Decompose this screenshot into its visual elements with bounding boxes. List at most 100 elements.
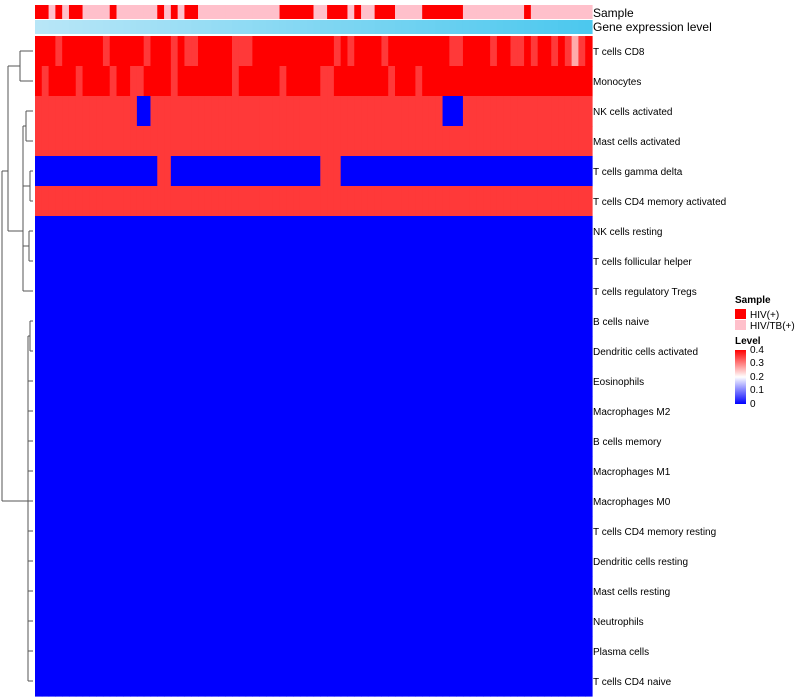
heatmap-cell	[279, 396, 287, 427]
heatmap-cell	[428, 126, 437, 157]
heatmap-cell	[143, 546, 152, 577]
heatmap-cell	[96, 36, 104, 67]
heatmap-cell	[62, 36, 70, 67]
heatmap-cell	[354, 546, 362, 577]
gene-expression-track-cell	[340, 20, 349, 34]
heatmap-cell	[150, 606, 158, 637]
heatmap-cell	[55, 486, 63, 517]
heatmap-cell	[422, 246, 430, 277]
heatmap-cell	[415, 96, 423, 127]
heatmap-cell	[408, 96, 416, 127]
sample-track-cell	[204, 5, 213, 19]
heatmap-cell	[551, 396, 559, 427]
heatmap-cell	[483, 276, 491, 307]
heatmap-cell	[184, 456, 192, 487]
heatmap-cell	[170, 576, 179, 607]
heatmap-cell	[191, 606, 199, 637]
heatmap-cell	[415, 276, 423, 307]
heatmap-cell	[218, 636, 226, 667]
heatmap-cell	[537, 156, 546, 187]
heatmap-cell	[354, 36, 362, 67]
heatmap-cell	[136, 126, 145, 157]
heatmap-cell	[225, 216, 233, 247]
heatmap-cell	[68, 156, 77, 187]
heatmap-cell	[211, 426, 219, 457]
heatmap-cell	[367, 66, 376, 97]
heatmap-cell	[225, 156, 233, 187]
heatmap-cell	[374, 276, 383, 307]
heatmap-cell	[544, 156, 552, 187]
heatmap-cell	[75, 546, 84, 577]
heatmap-cell	[320, 336, 328, 367]
heatmap-cell	[544, 636, 552, 667]
heatmap-cell	[164, 666, 172, 697]
heatmap-cell	[558, 366, 566, 397]
heatmap-cell	[503, 306, 512, 337]
heatmap-cell	[544, 246, 552, 277]
sample-track-cell	[150, 5, 158, 19]
gene-expression-track-cell	[442, 20, 450, 34]
heatmap-cell	[259, 546, 267, 577]
heatmap-cell	[130, 156, 138, 187]
heatmap-cell	[354, 276, 362, 307]
heatmap-cell	[313, 216, 321, 247]
heatmap-cell	[123, 66, 131, 97]
heatmap-cell	[252, 456, 260, 487]
heatmap-cell	[35, 276, 43, 307]
heatmap-cell	[361, 546, 369, 577]
heatmap-cell	[238, 306, 247, 337]
heatmap-cell	[564, 246, 573, 277]
heatmap-cell	[225, 36, 233, 67]
heatmap-cell	[62, 126, 70, 157]
heatmap-cell	[136, 366, 145, 397]
heatmap-cell	[578, 96, 586, 127]
gene-expression-track-cell	[551, 20, 559, 34]
heatmap-cell	[293, 246, 301, 277]
heatmap-cell	[469, 36, 478, 67]
heatmap-cell	[293, 306, 301, 337]
heatmap-cell	[524, 576, 532, 607]
heatmap-cell	[361, 516, 369, 547]
heatmap-cell	[96, 636, 104, 667]
heatmap-cell	[524, 546, 532, 577]
heatmap-cell	[225, 276, 233, 307]
sample-track-cell	[422, 5, 430, 19]
heatmap-cell	[109, 576, 118, 607]
heatmap-cell	[198, 216, 206, 247]
heatmap-cell	[48, 546, 56, 577]
heatmap-cell	[435, 186, 444, 217]
heatmap-cell	[299, 156, 308, 187]
heatmap-cell	[136, 546, 145, 577]
heatmap-cell	[143, 396, 152, 427]
heatmap-cell	[177, 426, 186, 457]
heatmap-cell	[211, 366, 219, 397]
heatmap-cell	[211, 666, 219, 697]
heatmap-cell	[551, 156, 559, 187]
heatmap-cell	[272, 396, 281, 427]
heatmap-cell	[170, 336, 179, 367]
gene-expression-track-cell	[313, 20, 321, 34]
heatmap-cell	[496, 606, 505, 637]
gene-expression-track-cell	[408, 20, 416, 34]
heatmap-cell	[483, 486, 491, 517]
heatmap-cell	[517, 156, 525, 187]
heatmap-cell	[204, 66, 213, 97]
heatmap-cell	[48, 306, 56, 337]
heatmap-cell	[530, 66, 539, 97]
heatmap-cell	[401, 96, 410, 127]
heatmap-cell	[299, 396, 308, 427]
heatmap-cell	[130, 66, 138, 97]
heatmap-cell	[272, 426, 281, 457]
heatmap-cell	[340, 246, 349, 277]
heatmap-cell	[116, 486, 124, 517]
heatmap-cell	[170, 306, 179, 337]
heatmap-cell	[102, 276, 111, 307]
heatmap-cell	[347, 516, 355, 547]
heatmap-cell	[211, 336, 219, 367]
heatmap-cell	[286, 216, 294, 247]
heatmap-cell	[347, 96, 355, 127]
sample-track-cell	[401, 5, 410, 19]
heatmap-cell	[333, 36, 342, 67]
heatmap-cell	[48, 516, 56, 547]
heatmap-cell	[293, 666, 301, 697]
